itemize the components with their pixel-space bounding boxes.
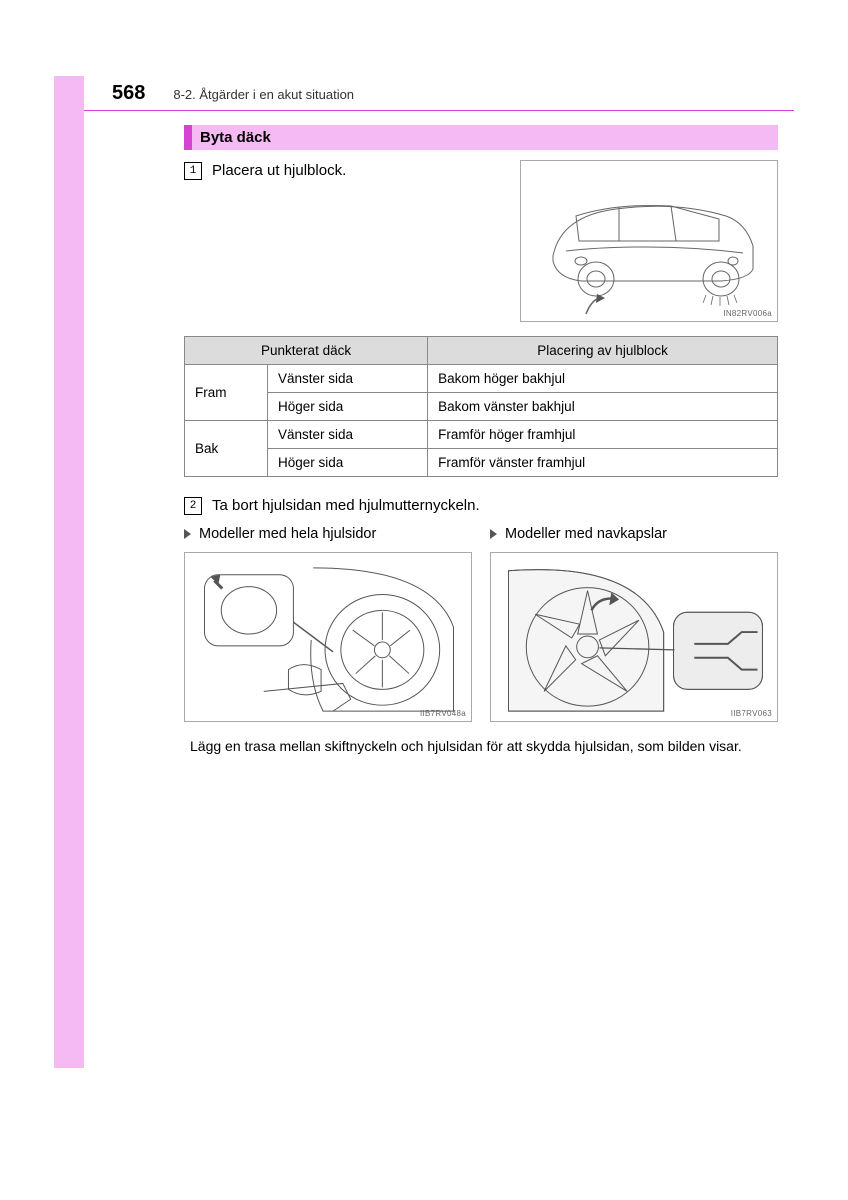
step-text: Ta bort hjulsidan med hjulmutternyckeln. [212, 495, 480, 516]
car-illustration-icon [521, 161, 779, 323]
table-cell: Vänster sida [268, 421, 428, 449]
variant-left: Modeller med hela hjulsidor [184, 526, 472, 722]
hubcap-illustration-icon [491, 553, 777, 721]
figure-reference: IIB7RV048a [420, 709, 466, 718]
note-text: Lägg en trasa mellan skiftnyckeln och hj… [184, 736, 778, 757]
table-header: Placering av hjulblock [428, 337, 778, 365]
figure-hubcap: IIB7RV063 [490, 552, 778, 722]
page-content: 568 8-2. Åtgärder i en akut situation By… [84, 76, 794, 757]
table-cell: Bakom höger bakhjul [428, 365, 778, 393]
table-row: Höger sida Framför vänster framhjul [185, 449, 778, 477]
table-row: Höger sida Bakom vänster bakhjul [185, 393, 778, 421]
step-2: 2 Ta bort hjulsidan med hjulmutternyckel… [184, 495, 778, 516]
page-header: 568 8-2. Åtgärder i en akut situation [84, 76, 794, 111]
chock-placement-table: Punkterat däck Placering av hjulblock Fr… [184, 336, 778, 477]
table-header-row: Punkterat däck Placering av hjulblock [185, 337, 778, 365]
variant-row: Modeller med hela hjulsidor [184, 526, 778, 722]
figure-reference: IIB7RV063 [731, 709, 772, 718]
table-cell: Fram [185, 365, 268, 421]
step-text: Placera ut hjulblock. [212, 160, 346, 181]
section-heading: Byta däck [184, 125, 778, 150]
triangle-bullet-icon [490, 529, 497, 539]
wheel-cover-illustration-icon [185, 553, 471, 721]
section-reference: 8-2. Åtgärder i en akut situation [173, 87, 354, 102]
table-header: Punkterat däck [185, 337, 428, 365]
table-cell: Höger sida [268, 449, 428, 477]
page-number: 568 [112, 82, 145, 105]
side-tab [54, 76, 84, 1068]
variant-label: Modeller med navkapslar [490, 526, 778, 542]
table-cell: Bak [185, 421, 268, 477]
table-cell: Framför höger framhjul [428, 421, 778, 449]
variant-label-text: Modeller med hela hjulsidor [199, 526, 376, 542]
figure-reference: IN82RV006a [723, 309, 772, 318]
step-1-row: 1 Placera ut hjulblock. [184, 160, 778, 322]
variant-label: Modeller med hela hjulsidor [184, 526, 472, 542]
variant-right: Modeller med navkapslar [490, 526, 778, 722]
table-cell: Höger sida [268, 393, 428, 421]
variant-label-text: Modeller med navkapslar [505, 526, 667, 542]
figure-full-wheel-cover: IIB7RV048a [184, 552, 472, 722]
table-cell: Vänster sida [268, 365, 428, 393]
figure-car-chock: IN82RV006a [520, 160, 778, 322]
table-cell: Framför vänster framhjul [428, 449, 778, 477]
step-1: 1 Placera ut hjulblock. [184, 160, 504, 312]
step-number-box: 2 [184, 497, 202, 515]
step-number-box: 1 [184, 162, 202, 180]
content-area: Byta däck 1 Placera ut hjulblock. [84, 111, 794, 757]
table-row: Fram Vänster sida Bakom höger bakhjul [185, 365, 778, 393]
table-row: Bak Vänster sida Framför höger framhjul [185, 421, 778, 449]
triangle-bullet-icon [184, 529, 191, 539]
table-cell: Bakom vänster bakhjul [428, 393, 778, 421]
